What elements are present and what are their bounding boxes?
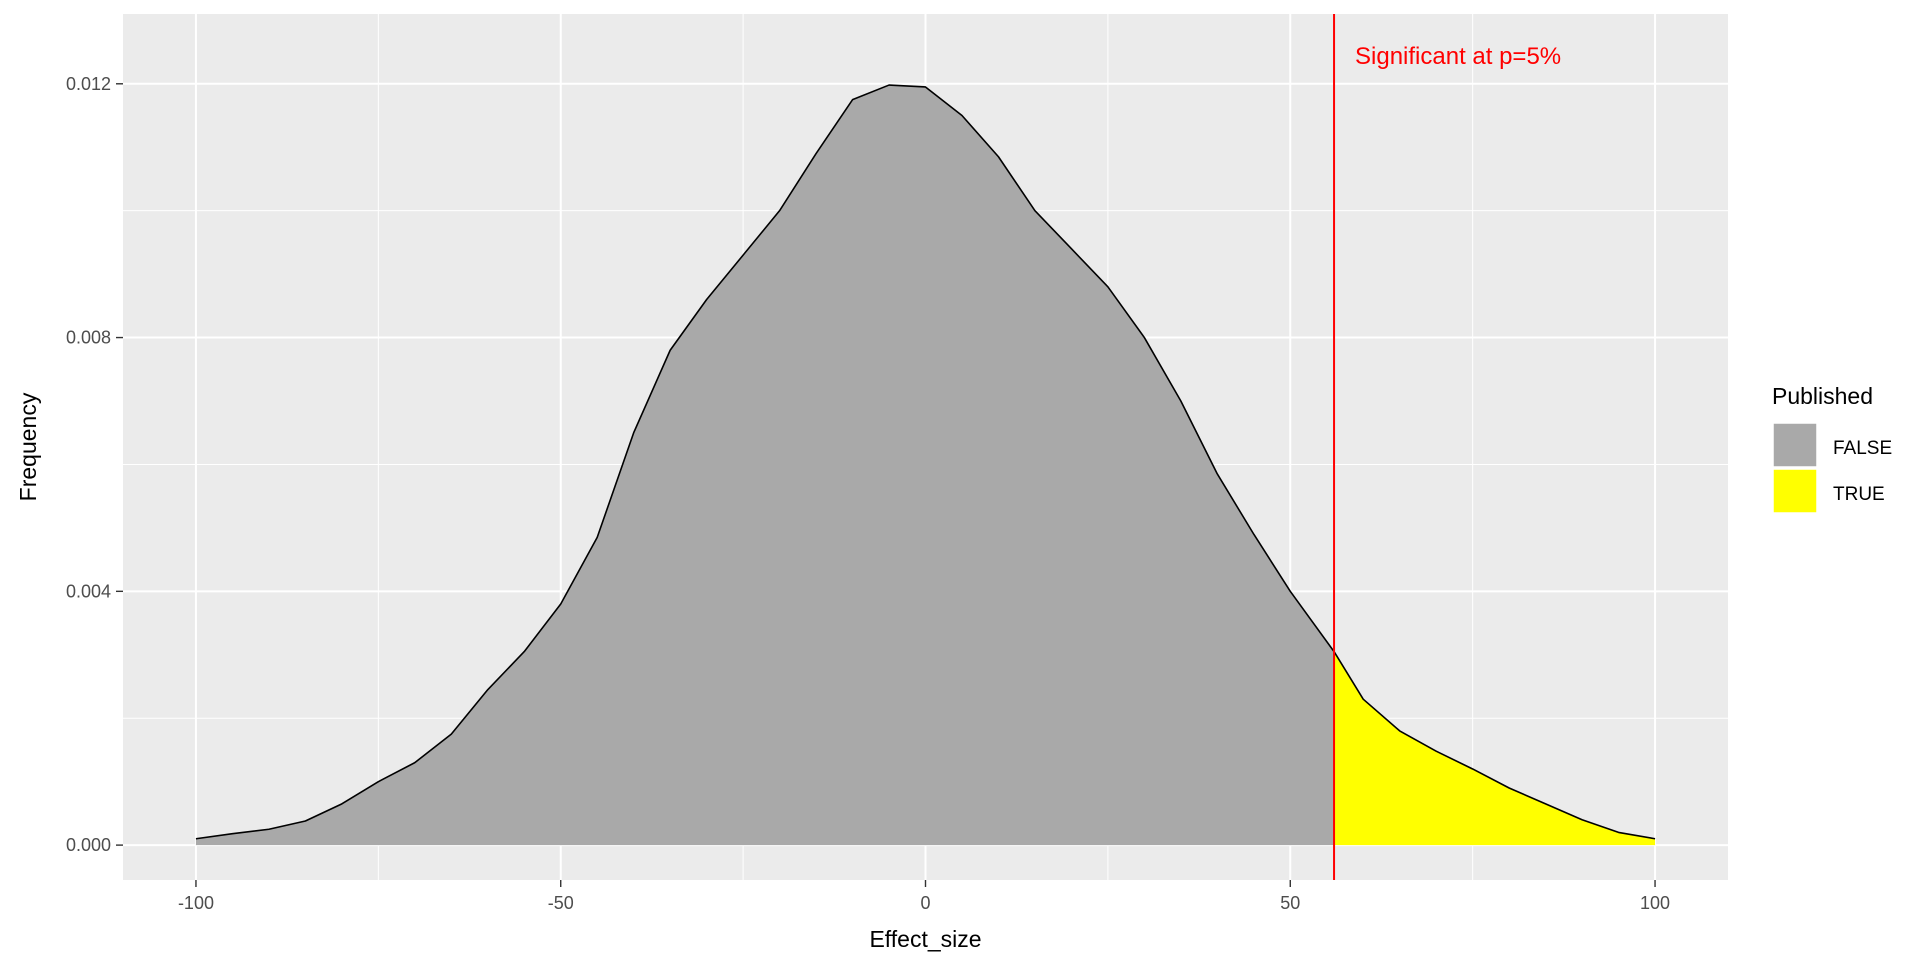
x-tick-label: 100 (1640, 893, 1670, 913)
density-outline-false (195, 84, 1335, 840)
threshold-annotation: Significant at p=5% (1355, 43, 1561, 70)
legend-key-false (1772, 422, 1818, 468)
area-true (1334, 651, 1656, 846)
x-tick-label: -50 (548, 893, 574, 913)
legend-key-true (1772, 468, 1818, 514)
x-axis-title: Effect_size (869, 926, 981, 952)
density-areas (195, 84, 1656, 846)
x-tick-label: -100 (178, 893, 214, 913)
y-tick-label: 0.012 (66, 74, 111, 94)
x-axis: -100 -50 0 50 100 (178, 880, 1670, 913)
y-tick-label: 0.008 (66, 328, 111, 348)
legend-label-true: TRUE (1833, 484, 1885, 505)
legend: Published FALSE TRUE (1772, 383, 1892, 514)
y-tick-label: 0.000 (66, 835, 111, 855)
y-axis: 0.000 0.004 0.008 0.012 (66, 74, 123, 855)
x-tick-label: 0 (920, 893, 930, 913)
area-false (195, 85, 1335, 846)
y-axis-title: Frequency (15, 392, 41, 501)
y-tick-label: 0.004 (66, 581, 111, 601)
legend-label-false: FALSE (1833, 438, 1892, 459)
x-tick-label: 50 (1280, 893, 1300, 913)
legend-title: Published (1772, 383, 1873, 409)
density-outline-true (1333, 651, 1656, 840)
